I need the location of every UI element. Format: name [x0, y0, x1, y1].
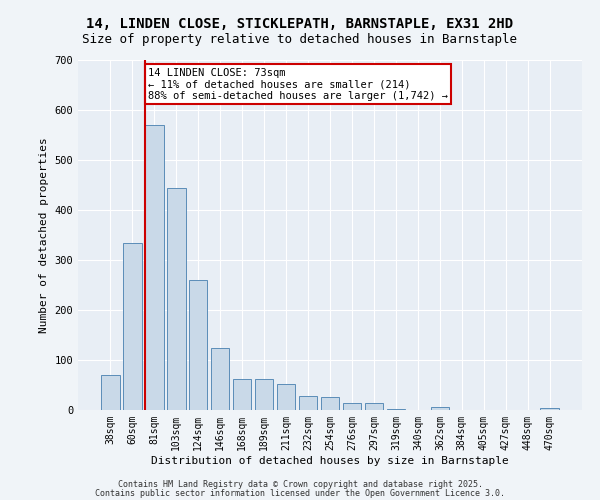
Bar	[365, 403, 383, 410]
Bar	[343, 403, 361, 410]
Bar	[123, 242, 142, 410]
Text: Contains public sector information licensed under the Open Government Licence 3.: Contains public sector information licen…	[95, 488, 505, 498]
Text: Contains HM Land Registry data © Crown copyright and database right 2025.: Contains HM Land Registry data © Crown c…	[118, 480, 482, 489]
Bar	[167, 188, 185, 410]
Text: Size of property relative to detached houses in Barnstaple: Size of property relative to detached ho…	[83, 32, 517, 46]
Y-axis label: Number of detached properties: Number of detached properties	[39, 137, 49, 333]
Bar	[431, 407, 449, 410]
Bar	[255, 378, 274, 410]
Bar	[277, 384, 295, 410]
Bar	[145, 125, 164, 410]
Text: 14 LINDEN CLOSE: 73sqm
← 11% of detached houses are smaller (214)
88% of semi-de: 14 LINDEN CLOSE: 73sqm ← 11% of detached…	[148, 68, 448, 100]
X-axis label: Distribution of detached houses by size in Barnstaple: Distribution of detached houses by size …	[151, 456, 509, 466]
Bar	[189, 280, 208, 410]
Bar	[211, 348, 229, 410]
Bar	[101, 375, 119, 410]
Bar	[386, 408, 405, 410]
Bar	[233, 378, 251, 410]
Bar	[299, 396, 317, 410]
Bar	[320, 396, 340, 410]
Text: 14, LINDEN CLOSE, STICKLEPATH, BARNSTAPLE, EX31 2HD: 14, LINDEN CLOSE, STICKLEPATH, BARNSTAPL…	[86, 18, 514, 32]
Bar	[541, 408, 559, 410]
